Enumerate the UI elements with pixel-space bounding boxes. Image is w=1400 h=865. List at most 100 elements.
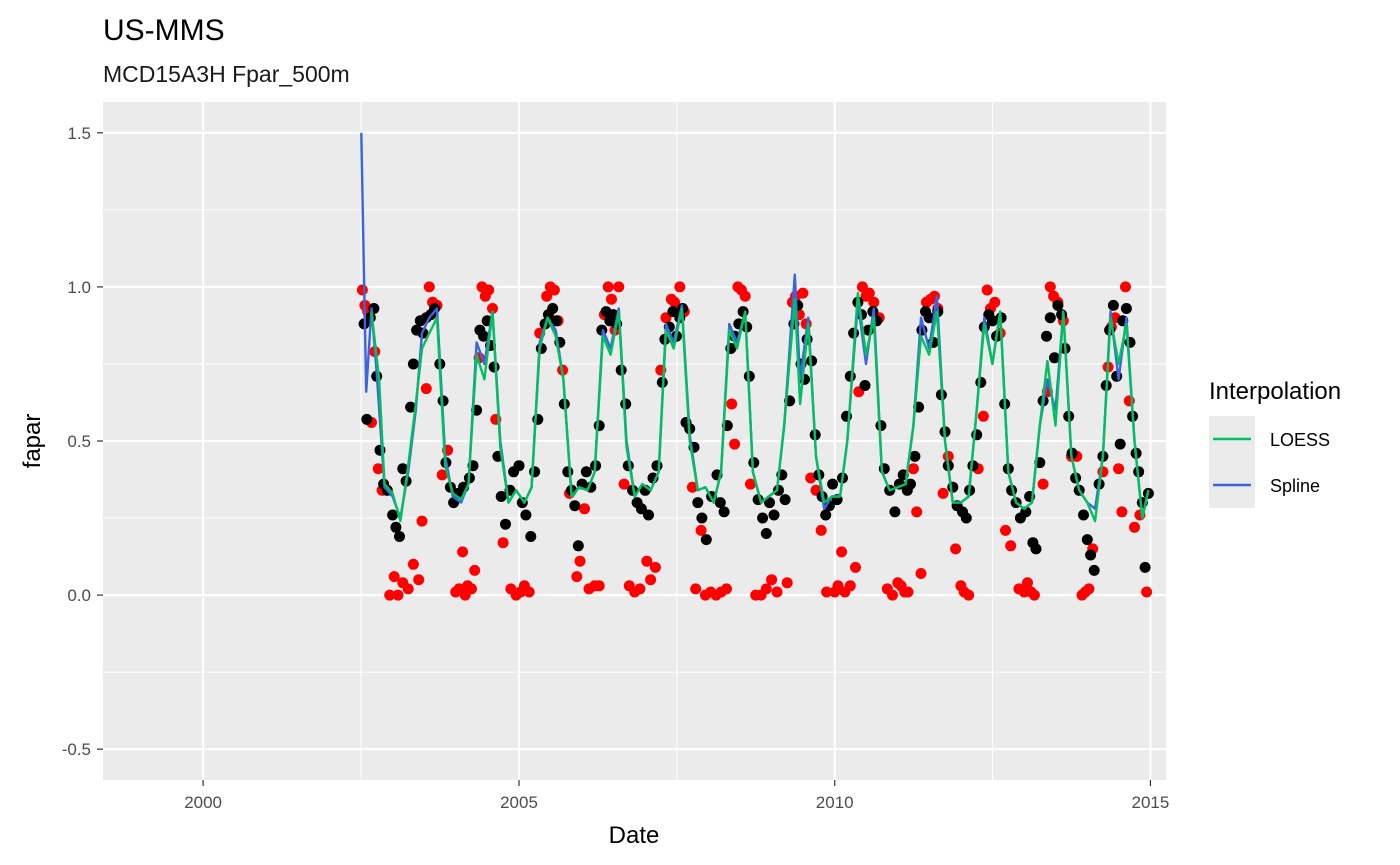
data-point [844,370,856,382]
data-point [1107,299,1119,311]
data-point [868,296,880,308]
data-point [923,312,935,324]
data-point [902,586,914,598]
data-point [911,506,923,518]
data-point [580,466,592,478]
data-point [372,463,384,475]
data-point [692,497,704,509]
data-point [541,290,553,302]
data-point [1113,463,1125,475]
data-point [975,376,987,388]
data-point [669,296,681,308]
data-point [859,380,871,391]
data-point [407,358,419,370]
data-point [645,574,657,586]
data-point [392,589,404,601]
data-point [602,281,614,293]
data-point [571,571,583,583]
data-point [1037,478,1049,490]
data-point [368,303,380,314]
data-point [1116,506,1128,518]
data-point [606,293,617,305]
y-tick-label: -0.5 [62,740,91,759]
data-point [488,361,500,373]
data-point [963,589,975,601]
data-point [764,497,775,509]
x-tick-label: 2000 [184,793,222,812]
data-point [748,457,760,469]
data-point [478,330,490,342]
y-tick-label: 0.5 [67,432,91,451]
data-point [977,410,989,422]
data-point [1041,330,1052,342]
data-point [773,484,784,496]
data-point [407,558,419,570]
x-tick-label: 2005 [500,793,538,812]
data-point [696,512,708,524]
data-point [850,561,861,573]
data-point [1124,336,1136,348]
data-point [766,574,778,586]
y-tick-label: 1.0 [67,278,91,297]
legend-label-loess: LOESS [1270,430,1330,450]
data-point [641,555,653,567]
y-axis-title: fapar [19,414,46,469]
data-point [721,583,732,595]
data-point [384,589,396,601]
data-point [1081,534,1093,546]
data-point [836,546,848,558]
data-point [700,534,712,546]
data-point [520,509,532,521]
data-point [469,564,481,576]
legend-title: Interpolation [1209,378,1341,405]
data-point [1044,281,1056,293]
data-point [745,478,756,490]
data-point [483,284,495,296]
data-point [781,577,793,589]
data-point [569,500,581,512]
data-point [960,512,972,524]
chart-subtitle: MCD15A3H Fpar_500m [103,61,350,87]
data-point [1114,438,1126,450]
data-point [579,503,590,515]
data-point [495,491,507,502]
data-point [500,518,511,530]
data-point [695,524,707,536]
data-point [413,574,425,586]
data-point [686,481,698,493]
data-point [1139,561,1151,573]
data-point [457,546,469,558]
data-point [402,583,414,595]
data-point [643,509,654,521]
data-point [1085,549,1097,561]
data-point [574,555,586,567]
data-point [915,568,927,579]
data-point [887,589,898,601]
data-point [820,509,832,521]
data-point [523,586,535,598]
data-point [821,586,833,598]
legend-label-spline: Spline [1270,476,1320,496]
data-point [909,450,921,462]
data-point [387,509,399,521]
data-point [739,290,751,302]
data-point [760,583,772,595]
data-point [760,528,772,539]
x-tick-label: 2015 [1132,793,1170,812]
data-point [356,284,368,296]
data-point [436,469,448,481]
data-point [651,460,663,472]
data-point [532,413,544,425]
data-point [525,531,537,542]
data-point [714,497,726,509]
data-point [547,303,559,314]
data-point [487,303,498,314]
data-point [1000,524,1011,536]
data-point [690,583,702,595]
x-axis-title: Date [609,822,660,849]
data-point [1022,577,1033,589]
interpolation-lines [360,132,1150,523]
data-point [1049,352,1060,364]
data-point [844,580,856,592]
